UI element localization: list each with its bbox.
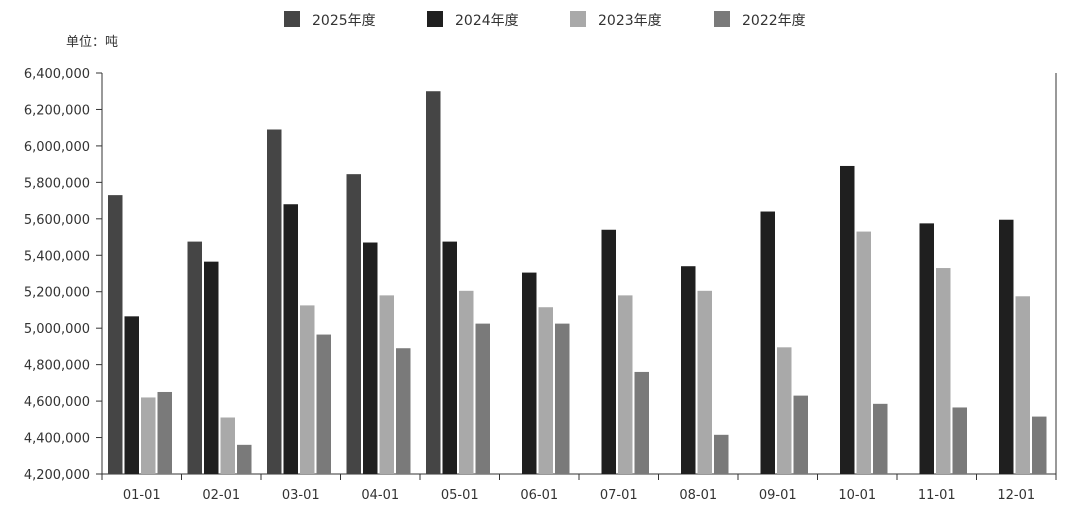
bar-0-02-01[interactable]	[187, 241, 203, 474]
bar-2-11-01[interactable]	[936, 268, 951, 474]
bar-3-09-01[interactable]	[793, 395, 809, 474]
bar-3-05-01[interactable]	[475, 323, 491, 474]
bar-0-01-01[interactable]	[108, 195, 123, 474]
bar-2-06-01[interactable]	[538, 307, 554, 474]
x-tick-label: 09-01	[759, 488, 797, 503]
x-axis: 01-01 02-01 03-01 04-01 05-01 06-01 07-01 08-01…	[101, 473, 1057, 503]
bar-2-09-01[interactable]	[777, 347, 792, 474]
x-tick-label: 03-01	[282, 488, 320, 503]
y-tick-label: 6,200,000	[24, 103, 90, 118]
x-tick-label: 07-01	[600, 488, 638, 503]
x-tick-label: 01-01	[123, 488, 161, 503]
x-tick-label: 04-01	[361, 488, 399, 503]
x-tick-label: 11-01	[918, 488, 956, 503]
bar-2-02-01[interactable]	[220, 417, 236, 474]
y-tick-label: 5,200,000	[24, 286, 90, 301]
x-tick-label: 02-01	[202, 488, 240, 503]
bar-3-12-01[interactable]	[1032, 416, 1047, 474]
bar-3-02-01[interactable]	[237, 444, 252, 474]
bar-1-10-01[interactable]	[840, 165, 855, 474]
bar-2-07-01[interactable]	[618, 295, 633, 474]
bar-1-07-01[interactable]	[601, 229, 617, 474]
y-axis: 4,200,000 4,400,000 4,600,000 4,800,000 5,00…	[24, 67, 103, 483]
y-tick-label: 4,800,000	[24, 359, 90, 374]
legend-swatch-2[interactable]	[570, 11, 586, 27]
legend-label-0[interactable]: 2025年度	[312, 13, 376, 29]
y-tick-label: 6,000,000	[24, 140, 90, 155]
bar-3-07-01[interactable]	[634, 371, 650, 474]
bar-1-05-01[interactable]	[442, 241, 458, 474]
y-tick-label: 4,600,000	[24, 395, 90, 410]
y-tick-label: 4,200,000	[24, 468, 90, 483]
legend-label-1[interactable]: 2024年度	[455, 13, 519, 29]
y-tick-label: 5,000,000	[24, 322, 90, 337]
x-tick-label: 06-01	[520, 488, 558, 503]
bar-3-08-01[interactable]	[714, 434, 729, 474]
bar-1-06-01[interactable]	[522, 272, 537, 474]
bar-1-11-01[interactable]	[919, 223, 935, 474]
bar-3-03-01[interactable]	[316, 334, 332, 474]
bar-1-09-01[interactable]	[760, 211, 776, 474]
x-tick-label: 08-01	[679, 488, 717, 503]
x-tick-label: 05-01	[441, 488, 479, 503]
y-tick-label: 5,400,000	[24, 249, 90, 264]
bar-2-08-01[interactable]	[697, 290, 713, 474]
bar-1-04-01[interactable]	[363, 242, 378, 474]
y-tick-label: 4,400,000	[24, 432, 90, 447]
unit-label: 单位：吨	[66, 35, 118, 50]
bar-2-05-01[interactable]	[459, 290, 474, 474]
bar-3-04-01[interactable]	[396, 348, 411, 474]
x-tick-label: 10-01	[838, 488, 876, 503]
bars	[108, 91, 1047, 475]
bar-3-06-01[interactable]	[555, 323, 570, 474]
legend-label-3[interactable]: 2022年度	[742, 13, 806, 29]
bar-2-04-01[interactable]	[379, 295, 395, 474]
bar-1-01-01[interactable]	[124, 316, 140, 474]
legend-swatch-0[interactable]	[284, 11, 300, 27]
bar-0-04-01[interactable]	[346, 174, 362, 474]
bar-3-01-01[interactable]	[157, 391, 173, 474]
y-tick-label: 6,400,000	[24, 67, 90, 82]
bar-2-10-01[interactable]	[856, 231, 872, 474]
bar-1-08-01[interactable]	[681, 266, 696, 474]
x-tick-label: 12-01	[997, 488, 1035, 503]
bar-1-02-01[interactable]	[204, 261, 219, 474]
bar-2-12-01[interactable]	[1015, 296, 1031, 474]
bar-3-10-01[interactable]	[873, 403, 888, 474]
bar-2-03-01[interactable]	[300, 305, 315, 474]
bar-2-01-01[interactable]	[141, 397, 156, 474]
bar-0-05-01[interactable]	[426, 91, 441, 475]
bar-3-11-01[interactable]	[952, 407, 968, 474]
legend: 2025年度 2024年度 2023年度 2022年度	[284, 11, 806, 29]
legend-swatch-3[interactable]	[714, 11, 730, 27]
bar-1-12-01[interactable]	[999, 219, 1014, 474]
y-tick-label: 5,800,000	[24, 176, 90, 191]
legend-swatch-1[interactable]	[427, 11, 443, 27]
y-tick-label: 5,600,000	[24, 213, 90, 228]
bar-0-03-01[interactable]	[267, 129, 282, 474]
legend-label-2[interactable]: 2023年度	[598, 13, 662, 29]
bar-1-03-01[interactable]	[283, 204, 299, 474]
